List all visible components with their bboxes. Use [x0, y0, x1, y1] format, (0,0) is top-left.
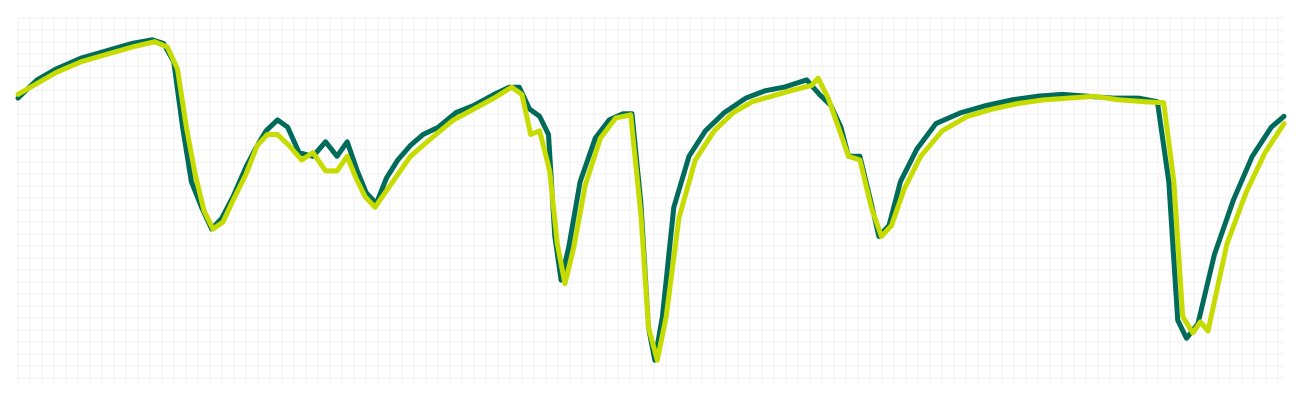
series-line-2 — [15, 39, 1287, 363]
chart-series — [15, 37, 1287, 363]
series-line-1 — [15, 37, 1287, 363]
